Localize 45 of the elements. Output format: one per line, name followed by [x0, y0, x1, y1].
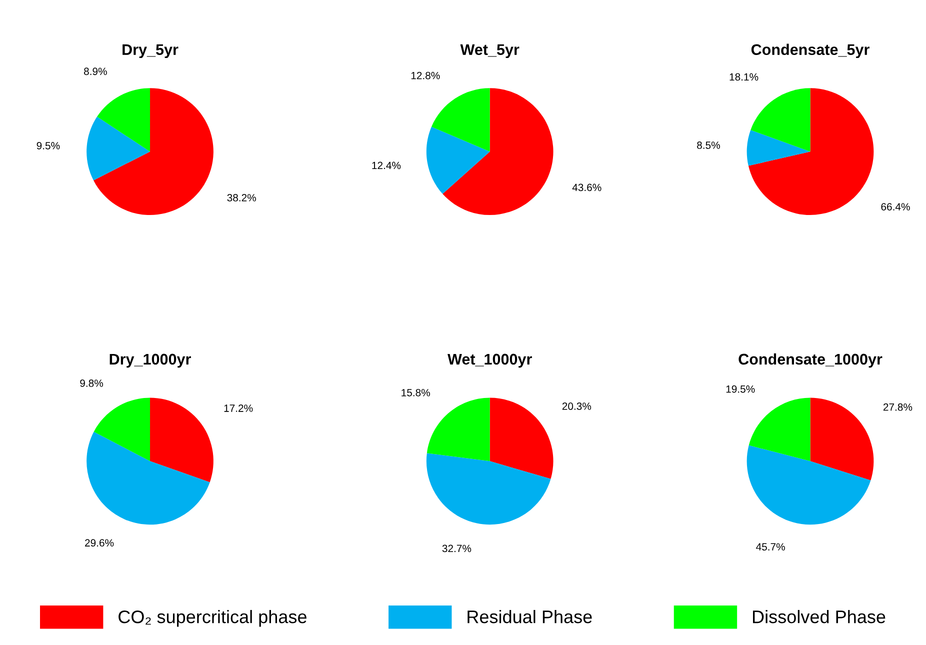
data-label: 20.3% [562, 402, 592, 410]
pie-slice [431, 88, 490, 152]
data-label: 19.5% [726, 385, 755, 393]
pie-slice [94, 398, 150, 462]
chart-title: Wet_1000yr [448, 354, 532, 368]
pie-slice [150, 398, 214, 482]
data-label: 27.8% [883, 403, 912, 411]
data-label: 9.5% [36, 142, 60, 150]
pie-slice [426, 126, 490, 194]
data-label: 29.6% [85, 539, 114, 547]
data-label: 66.4% [881, 203, 910, 210]
pie-slice [94, 88, 214, 216]
data-label: 18.1% [730, 73, 758, 81]
data-label: 12.8% [411, 72, 440, 80]
chart-title: Condensate_5yr [751, 44, 870, 58]
data-label: 38.2% [227, 194, 256, 202]
legend-label: CO₂ supercritical phase [118, 610, 306, 627]
pie-slice [442, 88, 554, 216]
data-label: 8.5% [697, 142, 720, 149]
legend-label: Residual Phase [468, 610, 592, 624]
data-label: 17.2% [224, 404, 253, 412]
data-label: 8.9% [84, 68, 107, 76]
pie-slice [490, 398, 554, 479]
pie-slice [746, 130, 810, 166]
pie-slice [750, 88, 810, 152]
chart-title: Dry_5yr [122, 44, 178, 58]
chart-title: Condensate_1000yr [738, 353, 882, 368]
pie-slice [810, 398, 874, 480]
pie-slice [86, 432, 210, 525]
pie-slice [97, 88, 150, 152]
data-label: 43.6% [572, 184, 602, 192]
pie-slice [426, 453, 551, 525]
pie-slice [748, 88, 874, 216]
pie-slice [426, 398, 490, 462]
pie-slice [748, 398, 810, 462]
pie-slice [86, 116, 150, 180]
data-label: 45.7% [756, 543, 785, 551]
data-label: 15.8% [402, 388, 430, 396]
chart-title: Dry_1000yr [110, 354, 191, 368]
data-label: 9.8% [80, 380, 104, 387]
pie-slice [746, 445, 871, 525]
data-label: 12.4% [372, 162, 401, 170]
chart-title: Wet_5yr [460, 44, 520, 58]
data-label: 32.7% [442, 544, 472, 552]
legend-label: Dissolved Phase [753, 610, 886, 624]
